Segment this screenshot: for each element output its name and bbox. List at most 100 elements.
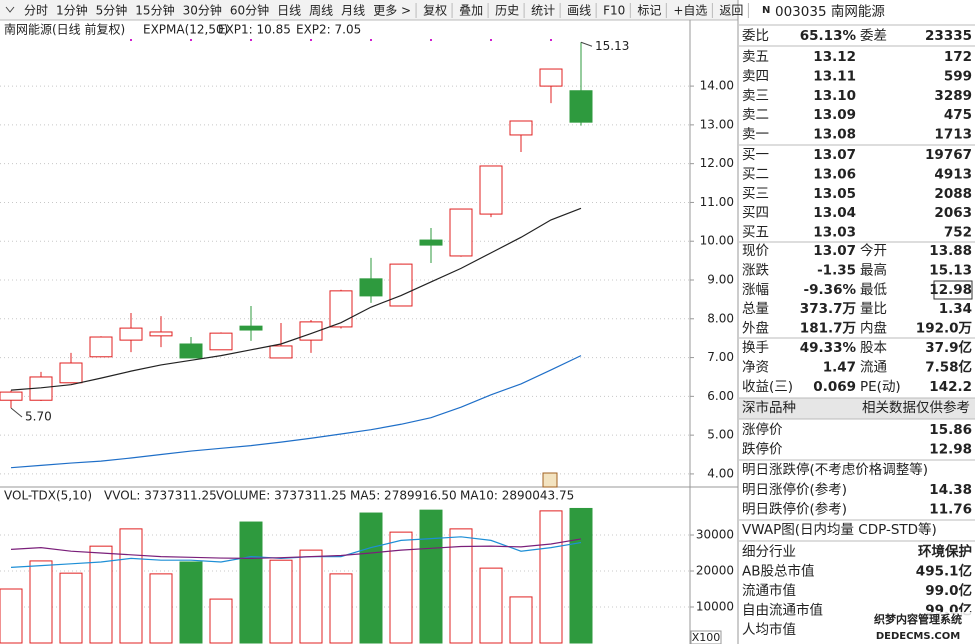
candle-body (419, 239, 443, 246)
quote-text: 今开 (860, 243, 887, 259)
quote-text: 净资 (742, 359, 769, 375)
toolbar-item[interactable]: F10 (603, 4, 625, 18)
quote-text: 跌停价 (742, 441, 783, 458)
badge-bg (760, 4, 770, 15)
quote-text: 换手 (742, 340, 769, 356)
toolbar-item[interactable]: 标记 (637, 4, 661, 18)
annotation-pointer (10, 407, 23, 418)
quote-text: 4913 (934, 166, 972, 182)
legend-item: VOL-TDX(5,10) (4, 489, 92, 503)
quote-text: 23335 (925, 28, 972, 44)
volume-bar (509, 596, 533, 644)
quote-text: 明日涨停价(参考) (742, 481, 847, 498)
volume-bar (419, 509, 443, 644)
signal-dot (550, 39, 552, 41)
quote-text: 13.12 (813, 49, 856, 65)
quote-text: 明日涨跌停(不考虑价格调整等) (742, 461, 928, 478)
quote-text: 相关数据仅供参考 (862, 399, 970, 416)
quote-text: 13.05 (813, 186, 856, 202)
toolbar-item[interactable]: 统计 (531, 4, 555, 18)
candle-body (209, 332, 233, 351)
toolbar-item[interactable]: 叠加 (459, 4, 483, 18)
quote-text: 委比 (742, 28, 769, 44)
quote-text: 13.03 (813, 225, 856, 241)
y-tick-label: 7.00 (707, 350, 734, 364)
toolbar-bg (0, 0, 738, 20)
low-box (933, 280, 973, 300)
quote-text: 13.04 (813, 205, 856, 221)
toolbar-item[interactable]: 复权 (423, 4, 447, 18)
candle-body (479, 165, 503, 215)
toolbar-item[interactable]: 月线 (341, 4, 365, 18)
toolbar-item[interactable]: 5分钟 (96, 3, 128, 18)
y-tick-label: 20000 (696, 564, 734, 578)
toolbar-item[interactable]: 60分钟 (230, 3, 269, 18)
quote-text: 15.86 (929, 422, 972, 438)
quote-text: 1.47 (823, 359, 856, 375)
quote-text: 11.76 (929, 502, 972, 518)
toolbar-item[interactable]: 更多 > (373, 4, 411, 18)
y-tick-label: 10000 (696, 600, 734, 614)
candle-body (0, 391, 23, 401)
toolbar-item[interactable]: 历史 (495, 4, 519, 18)
signal-dot (430, 39, 432, 41)
quote-text: 量比 (860, 301, 887, 317)
quote-text: 13.07 (813, 243, 856, 259)
toolbar-item[interactable]: 15分钟 (135, 3, 174, 18)
signal-dot (490, 39, 492, 41)
toolbar-item[interactable]: 画线 (567, 4, 591, 18)
quote-text: 涨幅 (742, 282, 769, 298)
toolbar-item[interactable]: 日线 (277, 4, 301, 18)
watermark: DEDECMS.COM (876, 631, 960, 642)
candle-body (359, 278, 383, 297)
y-tick-label: 9.00 (707, 273, 734, 287)
quote-text: 内盘 (860, 320, 887, 337)
legend-item: EXPMA(12,50) (143, 23, 228, 37)
quote-text: 495.1亿 (916, 563, 972, 580)
toolbar-item[interactable]: 分时 (24, 4, 48, 18)
quote-text: 0.069 (813, 379, 856, 395)
legend-item: EXP2: 7.05 (296, 23, 361, 37)
quote-text: 涨跌 (742, 262, 770, 278)
annotation-label: 5.70 (25, 409, 52, 423)
quote-text: 收益(三) (742, 379, 793, 395)
indicator-line (10, 207, 582, 391)
candle-body (149, 331, 173, 337)
quote-text: 流通 (860, 359, 888, 375)
toolbar-item[interactable]: 1分钟 (56, 3, 88, 18)
volume-bar (89, 545, 113, 644)
y-tick-label: 30000 (696, 528, 734, 542)
candle-body (539, 68, 563, 87)
quote-text: AB股总市值 (742, 563, 815, 580)
y-tick-label: 12.00 (700, 156, 734, 170)
volume-bar (479, 567, 503, 644)
indicator-line (10, 538, 582, 560)
toolbar-item[interactable]: 30分钟 (183, 3, 222, 18)
volume-bar (59, 572, 83, 644)
quote-text: 现价 (742, 243, 770, 259)
quote-text: 买一 (742, 147, 769, 163)
y-tick-label: 5.00 (707, 428, 734, 442)
quote-text: 15.13 (929, 262, 972, 278)
legend-item: VVOL: 3737311.25 (104, 489, 217, 503)
quote-text: 12.98 (929, 442, 972, 458)
quote-text: -9.36% (804, 282, 857, 298)
quote-text: 752 (944, 225, 972, 241)
toolbar-item[interactable]: 返回 (719, 4, 743, 18)
signal-dot (250, 39, 252, 41)
quote-text: 2088 (934, 186, 972, 202)
toolbar-item[interactable]: +自选 (673, 4, 707, 18)
legend-item: MA5: 2789916.50 (350, 489, 457, 503)
candle-body (239, 325, 263, 331)
quote-text: 13.11 (813, 68, 856, 84)
signal-dot (130, 39, 132, 41)
candle-body (329, 290, 353, 328)
toolbar-item[interactable]: 周线 (309, 4, 333, 18)
quote-text: -1.35 (817, 262, 856, 278)
volume-bar (569, 507, 593, 644)
quote-text: 最低 (860, 282, 888, 298)
candle-body (179, 343, 203, 359)
